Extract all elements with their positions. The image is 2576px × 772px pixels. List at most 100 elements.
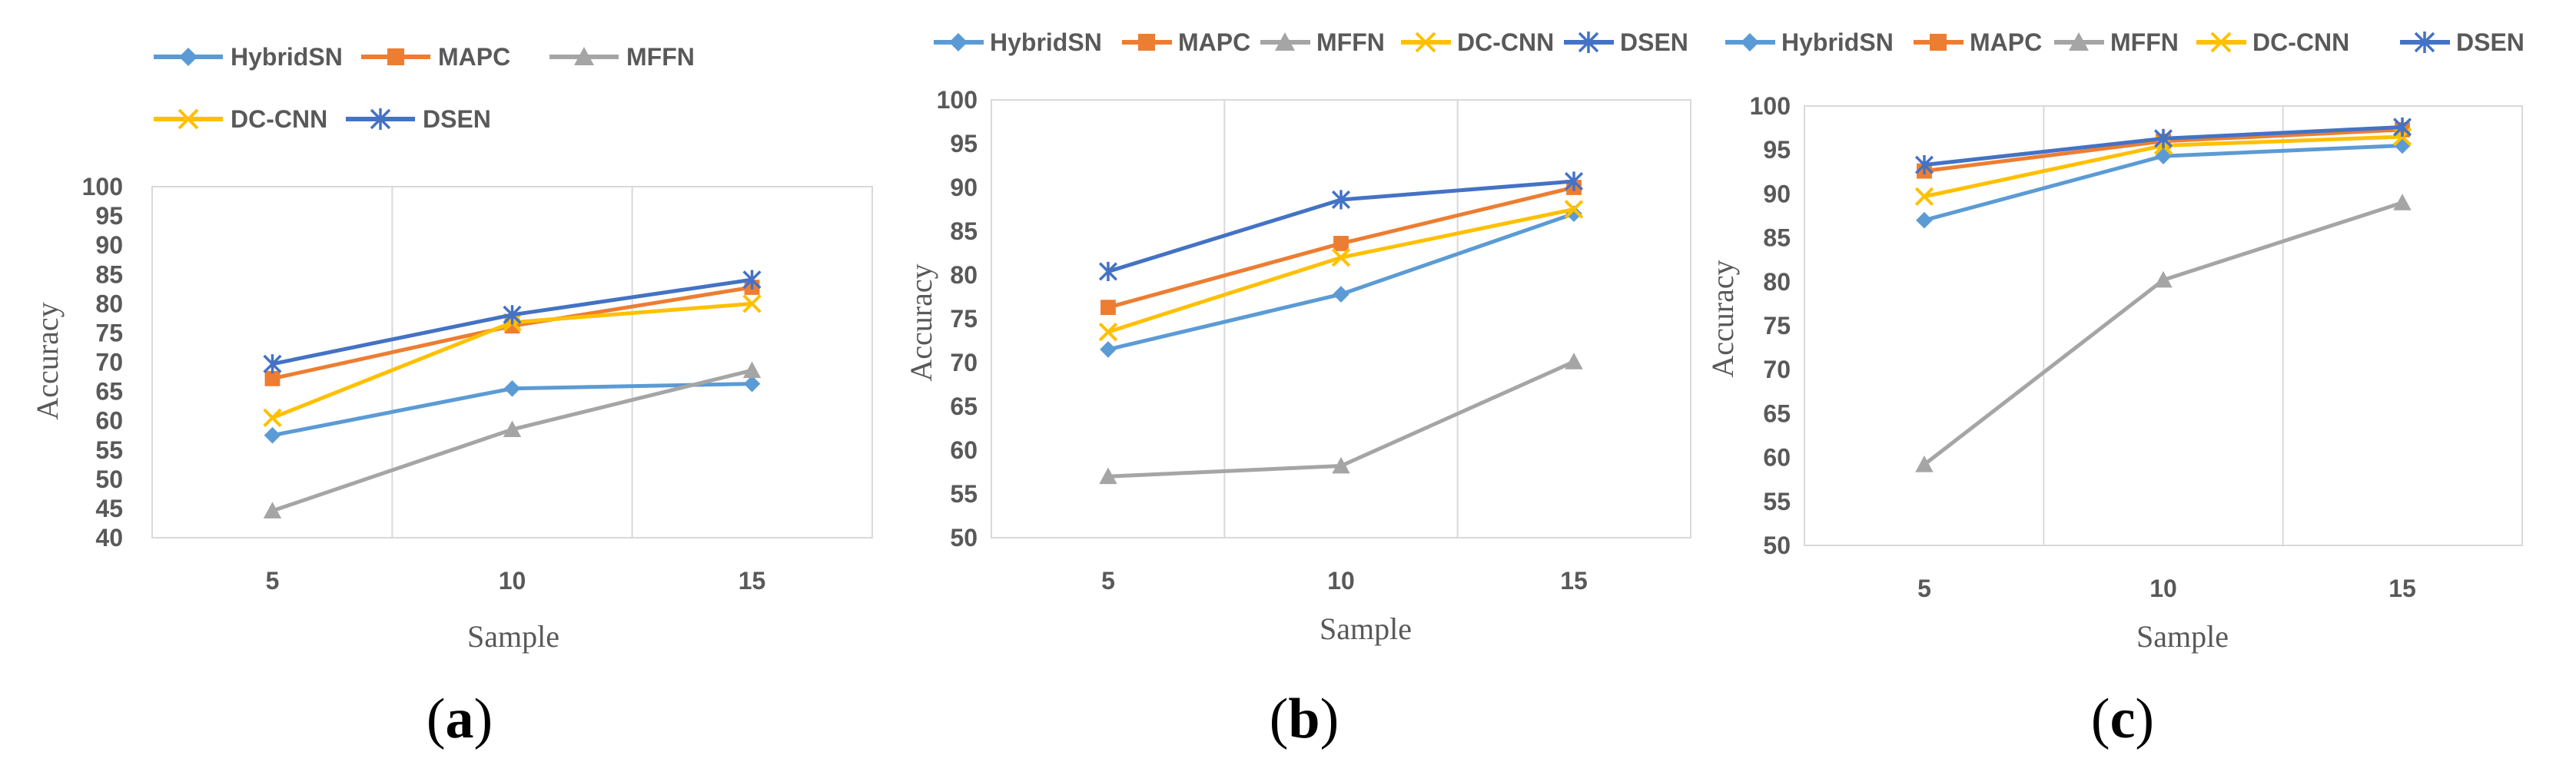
series-dsen [1098, 171, 1584, 282]
y-tick-label: 100 [937, 86, 978, 114]
data-point-dccnn [1331, 247, 1351, 267]
legend-item-hybridsn: HybridSN [154, 43, 343, 71]
x-icon [1415, 31, 1436, 53]
square-icon [1930, 34, 1947, 51]
x-icon [178, 108, 199, 130]
x-tick-label: 5 [266, 567, 280, 595]
data-point-mapc [264, 370, 281, 386]
triangle-icon [2069, 32, 2089, 51]
triangle-icon [1275, 32, 1295, 51]
data-point-hybridsn [1565, 205, 1582, 222]
y-tick-label: 95 [1763, 136, 1791, 164]
legend-item-dsen: DSEN [346, 105, 491, 133]
diamond-icon [179, 48, 198, 66]
y-tick-label: 85 [1763, 224, 1791, 252]
legend-label-dccnn: DC-CNN [2252, 28, 2349, 56]
legend-label-mffn: MFFN [1316, 28, 1385, 56]
legend-item-mffn: MFFN [1260, 28, 1385, 56]
panel-label-c: (c) [2091, 688, 2154, 750]
series-dccnn [1098, 200, 1584, 342]
y-tick-label: 80 [95, 290, 123, 317]
square-icon [387, 48, 404, 65]
plot-area-b: 50 55 60 65 70 75 80 85 90 95 100 5 10 15 [937, 86, 1691, 595]
x-icon [1415, 31, 1436, 53]
legend-a: HybridSN MAPC MFFN DC-CNN DSEN [154, 43, 695, 133]
y-tick-label: 60 [950, 436, 978, 464]
legend-item-dccnn: DC-CNN [2196, 28, 2349, 56]
plot-area-c: 50 55 60 65 70 75 80 85 90 95 100 5 10 15 [1750, 92, 2523, 602]
y-tick-label: 60 [95, 407, 123, 435]
legend-item-hybridsn: HybridSN [934, 28, 1102, 56]
asterisk-icon [2414, 31, 2435, 53]
y-tick-label: 55 [1763, 488, 1791, 515]
data-point-dccnn [742, 294, 762, 313]
legend-label-mapc: MAPC [1970, 28, 2042, 56]
data-point-hybridsn [1100, 341, 1117, 358]
y-tick-label: 90 [95, 231, 123, 259]
y-tick-label: 95 [950, 130, 978, 157]
series-dsen [1914, 117, 2412, 175]
y-tick-label: 65 [95, 378, 123, 406]
y-axis-title-c: Accuracy [1705, 260, 1740, 377]
chart-c: 50 55 60 65 70 75 80 85 90 95 100 5 10 15 HybridSN MA… [1705, 28, 2525, 750]
data-point-hybridsn [503, 379, 521, 397]
x-tick-label: 5 [1917, 575, 1931, 602]
legend-item-hybridsn: HybridSN [1725, 28, 1894, 56]
y-tick-label: 50 [1763, 532, 1791, 559]
series-line-dccnn [1107, 207, 1575, 334]
legend-item-dccnn: DC-CNN [154, 105, 327, 133]
y-tick-label: 65 [950, 393, 978, 420]
y-tick-label: 70 [1763, 356, 1791, 383]
y-tick-label: 55 [95, 436, 123, 464]
data-point-dccnn [1098, 322, 1118, 342]
square-icon [387, 48, 404, 65]
diamond-icon [949, 33, 968, 51]
legend-item-mapc: MAPC [361, 43, 510, 71]
y-tick-label: 40 [95, 524, 123, 552]
plot-border [991, 99, 1691, 538]
data-point-hybridsn [1916, 211, 1933, 229]
series-line-hybridsn [1107, 211, 1575, 352]
legend-label-dsen: DSEN [1620, 28, 1688, 56]
triangle-icon [574, 47, 594, 65]
data-point-dsen [1564, 171, 1584, 191]
data-point-mffn [263, 502, 282, 519]
series-hybridsn [1100, 205, 1582, 358]
legend-label-hybridsn: HybridSN [231, 43, 343, 71]
legend-label-hybridsn: HybridSN [990, 28, 1102, 56]
legend-item-mapc: MAPC [1914, 28, 2042, 56]
y-axis-title-b: Accuracy [904, 263, 938, 381]
data-point-dsen [1914, 155, 1934, 175]
y-tick-label: 60 [1763, 444, 1791, 472]
legend-label-mffn: MFFN [2110, 28, 2179, 56]
diamond-icon [1741, 33, 1759, 51]
y-tick-label: 85 [95, 260, 123, 288]
x-axis-title-c: Sample [2136, 619, 2229, 654]
series-mffn [263, 361, 762, 519]
plot-border [1804, 105, 2523, 546]
y-tick-label: 75 [950, 305, 978, 333]
y-tick-label: 80 [950, 261, 978, 289]
square-icon [1930, 34, 1947, 51]
panel-label-b: (b) [1270, 688, 1339, 750]
legend-label-dsen: DSEN [423, 105, 491, 133]
legend-label-mapc: MAPC [1178, 28, 1250, 56]
y-tick-label: 70 [95, 349, 123, 376]
legend-label-mffn: MFFN [626, 43, 695, 71]
data-point-hybridsn [264, 426, 281, 444]
square-icon [1138, 34, 1155, 51]
triangle-icon [1275, 32, 1295, 51]
x-tick-label: 10 [1327, 567, 1355, 595]
data-point-dccnn [1564, 200, 1584, 219]
series-dsen [263, 270, 762, 374]
diamond-icon [1741, 33, 1759, 51]
series-mapc [264, 280, 760, 386]
legend-item-mffn: MFFN [2054, 28, 2179, 56]
legend-item-dsen: DSEN [2400, 28, 2525, 56]
y-tick-label: 75 [1763, 312, 1791, 340]
data-point-dsen [503, 305, 522, 325]
y-axis-title-a: Accuracy [30, 302, 65, 419]
asterisk-icon [1578, 31, 1599, 53]
